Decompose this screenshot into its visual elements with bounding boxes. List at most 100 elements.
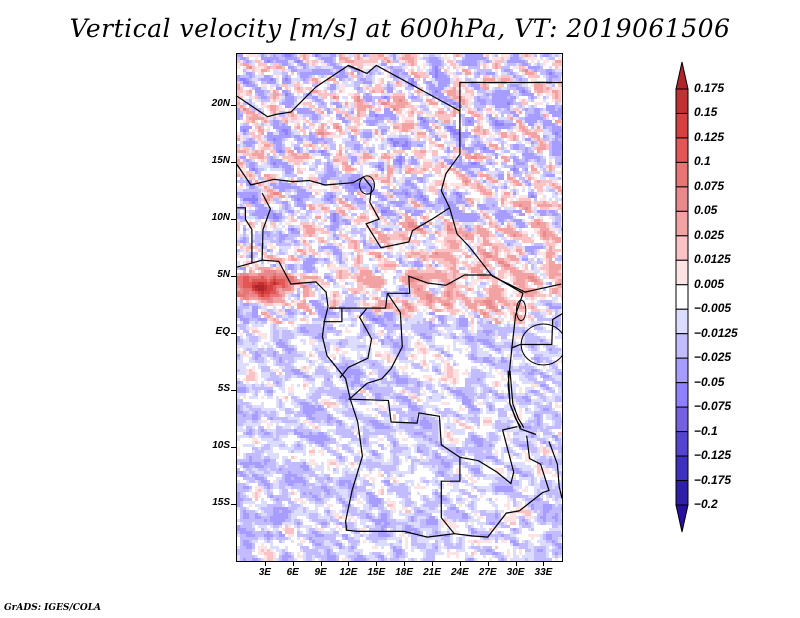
border-line [341, 274, 524, 309]
y-tick-label: 15S [212, 497, 230, 509]
y-tick-label: 10S [212, 440, 230, 452]
colorbar-swatch [675, 284, 689, 310]
x-tick-label: 21E [423, 567, 441, 578]
colorbar-label: −0.0125 [694, 325, 738, 340]
y-tick-label: 5N [217, 269, 230, 281]
border-line [459, 426, 518, 485]
vertical-velocity-field [237, 54, 562, 561]
x-tick-mark [543, 562, 545, 566]
border-line [459, 81, 562, 111]
lake-outline [516, 299, 527, 322]
y-tick-label: 15N [211, 155, 230, 167]
grads-credit: GrADS: IGES/COLA [4, 603, 102, 613]
colorbar-label: −0.05 [694, 374, 725, 389]
colorbar-label: −0.175 [694, 472, 732, 487]
y-tick-mark [231, 333, 236, 335]
y-tick-label: 10N [211, 212, 230, 224]
lake-outline [359, 175, 375, 195]
colorbar-swatch [675, 357, 689, 384]
colorbar-swatch [675, 259, 689, 286]
colorbar-label: 0.125 [694, 129, 725, 144]
colorbar-label: −0.005 [694, 301, 732, 316]
colorbar-swatch [675, 186, 689, 212]
x-tick-label: 15E [367, 567, 386, 578]
x-tick-mark [292, 562, 294, 566]
colorbar-swatch [675, 333, 689, 359]
colorbar-over-triangle [675, 61, 689, 90]
border-line [509, 370, 525, 429]
x-tick-mark [487, 562, 489, 566]
border-line [347, 64, 562, 293]
colorbar-label: −0.1 [694, 423, 718, 438]
border-line [518, 435, 550, 512]
y-tick-mark [231, 504, 236, 506]
y-tick-mark [231, 105, 236, 107]
x-tick-mark [515, 562, 517, 566]
x-tick-mark [264, 562, 266, 566]
border-line [548, 441, 562, 499]
x-tick-mark [459, 562, 461, 566]
x-tick-label: 6E [286, 567, 299, 578]
colorbar-swatch [675, 88, 689, 114]
colorbar-label: 0.005 [694, 276, 725, 291]
colorbar-under-triangle [675, 504, 689, 533]
colorbar-label: 0.175 [694, 81, 725, 95]
y-tick-mark [231, 219, 236, 221]
colorbar-label: −0.075 [694, 399, 732, 414]
lake-outline [520, 323, 562, 366]
colorbar-swatch [675, 161, 689, 188]
border-line [511, 293, 562, 349]
y-tick-mark [231, 276, 236, 278]
border-line [237, 164, 450, 249]
x-tick-label: 12E [339, 567, 358, 578]
x-tick-mark [376, 562, 378, 566]
x-tick-mark [348, 562, 350, 566]
y-tick-mark [231, 447, 236, 449]
country-borders [237, 64, 562, 538]
x-tick-label: 33E [534, 567, 553, 578]
colorbar-label: 0.025 [694, 227, 725, 242]
x-tick-label: 30E [506, 567, 525, 578]
colorbar-label: 0.0125 [694, 252, 731, 267]
colorbar-label: 0.15 [694, 105, 718, 120]
border-line [339, 307, 373, 378]
border-line [237, 207, 253, 263]
colorbar-swatch [675, 382, 689, 408]
y-tick-mark [231, 390, 236, 392]
border-line [237, 259, 520, 538]
border-line [323, 307, 343, 323]
colorbar-label: −0.025 [694, 350, 732, 365]
colorbar-swatch [675, 431, 689, 457]
colorbar-label: 0.05 [694, 203, 718, 218]
y-tick-label: EQ [215, 326, 230, 338]
x-tick-mark [432, 562, 433, 566]
border-line [237, 64, 363, 118]
y-tick-label: 20N [211, 98, 230, 110]
border-line [507, 370, 522, 429]
x-tick-mark [404, 562, 406, 566]
y-tick-mark [231, 162, 236, 164]
colorbar-swatch [675, 480, 689, 506]
border-line [348, 292, 403, 400]
chart-title: Vertical velocity [m/s] at 600hPa, VT: 2… [69, 14, 731, 43]
colorbar-swatch [675, 235, 689, 261]
colorbar-swatch [675, 455, 689, 482]
x-tick-label: 3E [258, 567, 271, 578]
x-tick-mark [320, 562, 322, 566]
colorbar [675, 61, 689, 533]
y-tick-label: 5S [217, 383, 230, 395]
colorbar-label: 0.1 [694, 154, 711, 169]
map-plot-area [236, 53, 563, 562]
x-tick-label: 9E [314, 567, 327, 578]
colorbar-swatch [675, 210, 689, 237]
colorbar-label: −0.2 [694, 497, 718, 511]
colorbar-label: 0.075 [694, 178, 725, 193]
x-tick-label: 18E [395, 567, 414, 578]
x-tick-label: 27E [478, 567, 497, 578]
colorbar-label: −0.125 [694, 448, 732, 463]
x-tick-label: 24E [450, 567, 469, 578]
colorbar-swatch [675, 308, 689, 335]
border-line [348, 398, 461, 535]
colorbar-swatch [675, 137, 689, 163]
border-line [261, 192, 272, 261]
